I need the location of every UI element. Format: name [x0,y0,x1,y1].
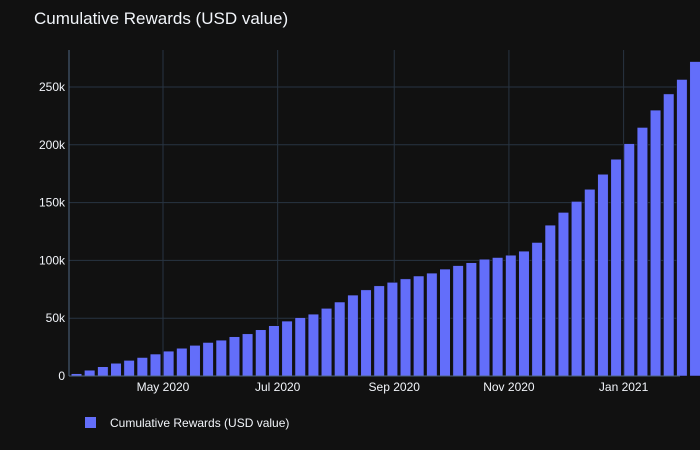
bar[interactable] [478,258,491,377]
bar[interactable] [176,348,188,377]
chart-title: Cumulative Rewards (USD value) [34,9,288,28]
bar[interactable] [97,366,109,377]
bar[interactable] [452,265,464,377]
bar[interactable] [334,301,346,377]
bar[interactable] [136,357,148,377]
bar[interactable] [584,189,596,377]
bar[interactable] [123,360,135,377]
bar[interactable] [636,127,648,377]
bar[interactable] [163,350,175,377]
x-tick-label: Sep 2020 [369,380,421,394]
bar[interactable] [360,289,372,377]
y-tick-label: 50k [46,311,66,325]
bar[interactable] [439,268,451,377]
bar[interactable] [386,282,398,377]
bar[interactable] [281,320,293,377]
y-tick-label: 100k [39,253,66,267]
bar[interactable] [307,313,319,377]
bar[interactable] [610,158,622,377]
bars-layer [71,61,700,377]
x-tick-label: Jan 2021 [599,380,649,394]
bar[interactable] [518,250,530,377]
y-tick-label: 200k [39,138,66,152]
bar[interactable] [202,342,214,377]
bar[interactable] [426,272,438,377]
legend-label[interactable]: Cumulative Rewards (USD value) [110,416,289,430]
y-tick-label: 250k [39,80,66,94]
bar[interactable] [571,201,583,377]
bar[interactable] [373,285,385,377]
bar[interactable] [663,93,675,377]
bar[interactable] [676,79,688,377]
bar[interactable] [492,257,504,377]
y-tick-label: 150k [39,196,66,210]
bar[interactable] [321,308,333,377]
bar[interactable] [413,275,425,377]
bar[interactable] [110,363,122,377]
bar[interactable] [242,333,254,377]
bar[interactable] [294,317,306,377]
bar[interactable] [228,336,240,377]
x-tick-label: May 2020 [137,380,190,394]
legend-swatch[interactable] [85,417,96,428]
bar[interactable] [531,242,543,377]
bar[interactable] [689,61,700,377]
bar[interactable] [544,224,556,377]
bar[interactable] [557,212,569,377]
bar[interactable] [149,353,162,377]
axis-layer: 0 50k 100k 150k 200k 250k May 2020 Jul 2020 Sep … [39,50,680,394]
bar[interactable] [215,339,227,377]
bar[interactable] [597,174,609,377]
bar[interactable] [84,369,96,377]
bar[interactable] [255,329,267,377]
bar[interactable] [400,278,412,377]
bar[interactable] [505,254,517,377]
bar[interactable] [189,345,201,377]
x-tick-label: Nov 2020 [483,380,535,394]
legend[interactable]: Cumulative Rewards (USD value) [85,416,289,430]
bar[interactable] [268,325,280,377]
y-tick-label: 0 [58,369,65,383]
bar[interactable] [465,262,477,377]
bar[interactable] [347,294,359,377]
grid-layer [69,50,680,376]
bar[interactable] [623,143,635,377]
x-tick-label: Jul 2020 [255,380,301,394]
bar[interactable] [650,109,662,377]
